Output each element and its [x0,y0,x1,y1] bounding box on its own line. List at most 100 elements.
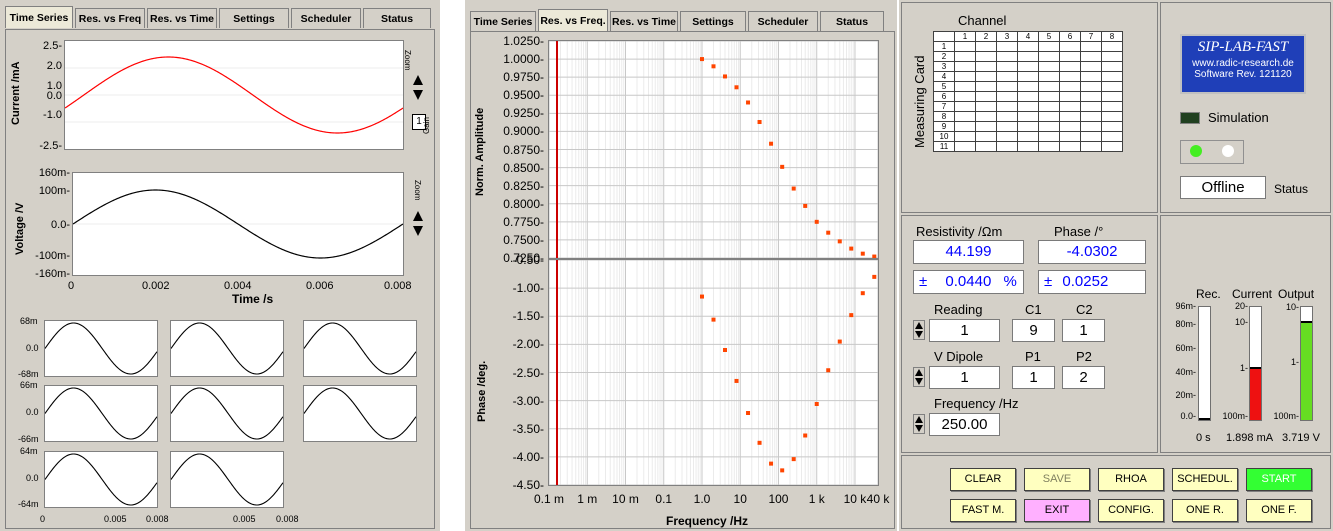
gain-field[interactable]: 1 [412,114,426,130]
reading-field[interactable]: 1 [929,319,1000,342]
channel-cell[interactable] [975,91,997,102]
channel-cell[interactable] [1101,81,1123,92]
channel-cell[interactable] [954,121,976,132]
channel-cell[interactable] [1080,41,1102,52]
channel-cell[interactable] [996,51,1018,62]
channel-cell[interactable] [954,131,976,142]
dipole-field[interactable]: 1 [929,366,1000,389]
channel-cell[interactable] [1059,131,1081,142]
channel-cell[interactable] [954,101,976,112]
channel-cell[interactable] [1101,111,1123,122]
tab-res-vs-time[interactable]: Res. vs Time [610,11,678,31]
tab-settings[interactable]: Settings [680,11,746,31]
channel-cell[interactable] [954,71,976,82]
channel-cell[interactable] [1101,61,1123,72]
channel-cell[interactable] [1080,101,1102,112]
channel-cell[interactable] [1038,71,1060,82]
channel-cell[interactable] [1080,61,1102,72]
channel-cell[interactable] [1059,141,1081,152]
channel-cell[interactable] [1080,71,1102,82]
dipole-stepper[interactable] [913,367,925,387]
channel-cell[interactable] [1080,131,1102,142]
channel-cell[interactable] [1017,91,1039,102]
rhoa-button[interactable]: RHOA [1098,468,1164,491]
channel-cell[interactable] [1017,41,1039,52]
channel-cell[interactable] [1059,61,1081,72]
channel-cell[interactable] [1080,141,1102,152]
tab-scheduler[interactable]: Scheduler [291,8,361,28]
channel-cell[interactable] [1101,71,1123,82]
channel-cell[interactable] [1038,61,1060,72]
channel-cell[interactable] [1038,41,1060,52]
channel-cell[interactable] [1038,91,1060,102]
channel-cell[interactable] [975,121,997,132]
tab-status[interactable]: Status [820,11,884,31]
channel-cell[interactable] [1038,51,1060,62]
channel-cell[interactable] [954,41,976,52]
channel-cell[interactable] [1038,131,1060,142]
channel-cell[interactable] [1059,121,1081,132]
channel-cell[interactable] [954,141,976,152]
tab-res-vs-time[interactable]: Res. vs Time [147,8,217,28]
channel-cell[interactable] [1059,71,1081,82]
channel-cell[interactable] [954,111,976,122]
channel-cell[interactable] [975,51,997,62]
tab-time-series[interactable]: Time Series [470,11,536,31]
exit-button[interactable]: EXIT [1024,499,1090,522]
zoom-down-button[interactable] [412,89,424,101]
channel-cell[interactable] [996,121,1018,132]
channel-cell[interactable] [996,131,1018,142]
channel-cell[interactable] [1080,121,1102,132]
channel-cell[interactable] [975,41,997,52]
channel-cell[interactable] [1059,81,1081,92]
channel-cell[interactable] [1038,101,1060,112]
channel-cell[interactable] [1038,141,1060,152]
channel-cell[interactable] [1080,81,1102,92]
channel-cell[interactable] [975,61,997,72]
channel-cell[interactable] [975,81,997,92]
one-frequency-button[interactable]: ONE F. [1246,499,1312,522]
channel-cell[interactable] [1038,81,1060,92]
start-button[interactable]: START [1246,468,1312,491]
voltage-zoom-up-button[interactable] [412,210,424,222]
channel-cell[interactable] [1017,131,1039,142]
channel-cell[interactable] [996,101,1018,112]
config-button[interactable]: CONFIG. [1098,499,1164,522]
channel-cell[interactable] [1059,111,1081,122]
one-reading-button[interactable]: ONE R. [1172,499,1238,522]
channel-cell[interactable] [1080,51,1102,62]
channel-matrix[interactable]: 1 2 3 4 5 6 7 8 1 2 3 4 5 6 7 8 9 10 11 [933,31,1123,152]
schedule-button[interactable]: SCHEDUL. [1172,468,1238,491]
channel-cell[interactable] [996,71,1018,82]
voltage-zoom-down-button[interactable] [412,225,424,237]
channel-cell[interactable] [954,81,976,92]
channel-cell[interactable] [1017,71,1039,82]
tab-res-vs-freq[interactable]: Res. vs Freq. [538,9,608,31]
fast-measure-button[interactable]: FAST M. [950,499,1016,522]
tab-scheduler[interactable]: Scheduler [748,11,818,31]
channel-cell[interactable] [1101,51,1123,62]
channel-cell[interactable] [996,91,1018,102]
channel-cell[interactable] [975,111,997,122]
channel-cell[interactable] [1059,51,1081,62]
tab-res-vs-freq[interactable]: Res. vs Freq [75,8,145,28]
channel-cell[interactable] [1101,121,1123,132]
tab-time-series[interactable]: Time Series [5,6,73,28]
channel-cell[interactable] [975,141,997,152]
reading-stepper[interactable] [913,320,925,340]
channel-cell[interactable] [996,141,1018,152]
channel-cell[interactable] [1017,81,1039,92]
channel-cell[interactable] [1059,91,1081,102]
channel-cell[interactable] [975,101,997,112]
channel-cell[interactable] [1017,121,1039,132]
channel-cell[interactable] [1038,111,1060,122]
frequency-stepper[interactable] [913,414,925,434]
channel-cell[interactable] [996,41,1018,52]
channel-cell[interactable] [1080,91,1102,102]
channel-cell[interactable] [1101,41,1123,52]
channel-cell[interactable] [975,71,997,82]
channel-cell[interactable] [975,131,997,142]
channel-cell[interactable] [954,61,976,72]
channel-cell[interactable] [1038,121,1060,132]
channel-cell[interactable] [1017,61,1039,72]
